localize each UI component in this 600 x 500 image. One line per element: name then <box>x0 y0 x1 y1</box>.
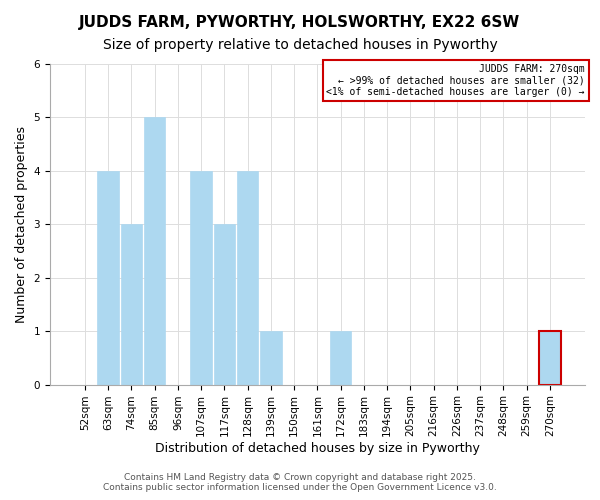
Y-axis label: Number of detached properties: Number of detached properties <box>15 126 28 323</box>
Text: Size of property relative to detached houses in Pyworthy: Size of property relative to detached ho… <box>103 38 497 52</box>
Bar <box>260 331 281 384</box>
Bar <box>237 171 259 384</box>
Bar <box>539 331 560 384</box>
X-axis label: Distribution of detached houses by size in Pyworthy: Distribution of detached houses by size … <box>155 442 480 455</box>
Bar <box>190 171 212 384</box>
Text: JUDDS FARM: 270sqm
← >99% of detached houses are smaller (32)
<1% of semi-detach: JUDDS FARM: 270sqm ← >99% of detached ho… <box>326 64 585 97</box>
Bar <box>97 171 119 384</box>
Bar <box>214 224 235 384</box>
Bar <box>144 118 166 384</box>
Text: Contains HM Land Registry data © Crown copyright and database right 2025.
Contai: Contains HM Land Registry data © Crown c… <box>103 473 497 492</box>
Bar <box>330 331 352 384</box>
Text: JUDDS FARM, PYWORTHY, HOLSWORTHY, EX22 6SW: JUDDS FARM, PYWORTHY, HOLSWORTHY, EX22 6… <box>79 15 521 30</box>
Bar <box>121 224 142 384</box>
